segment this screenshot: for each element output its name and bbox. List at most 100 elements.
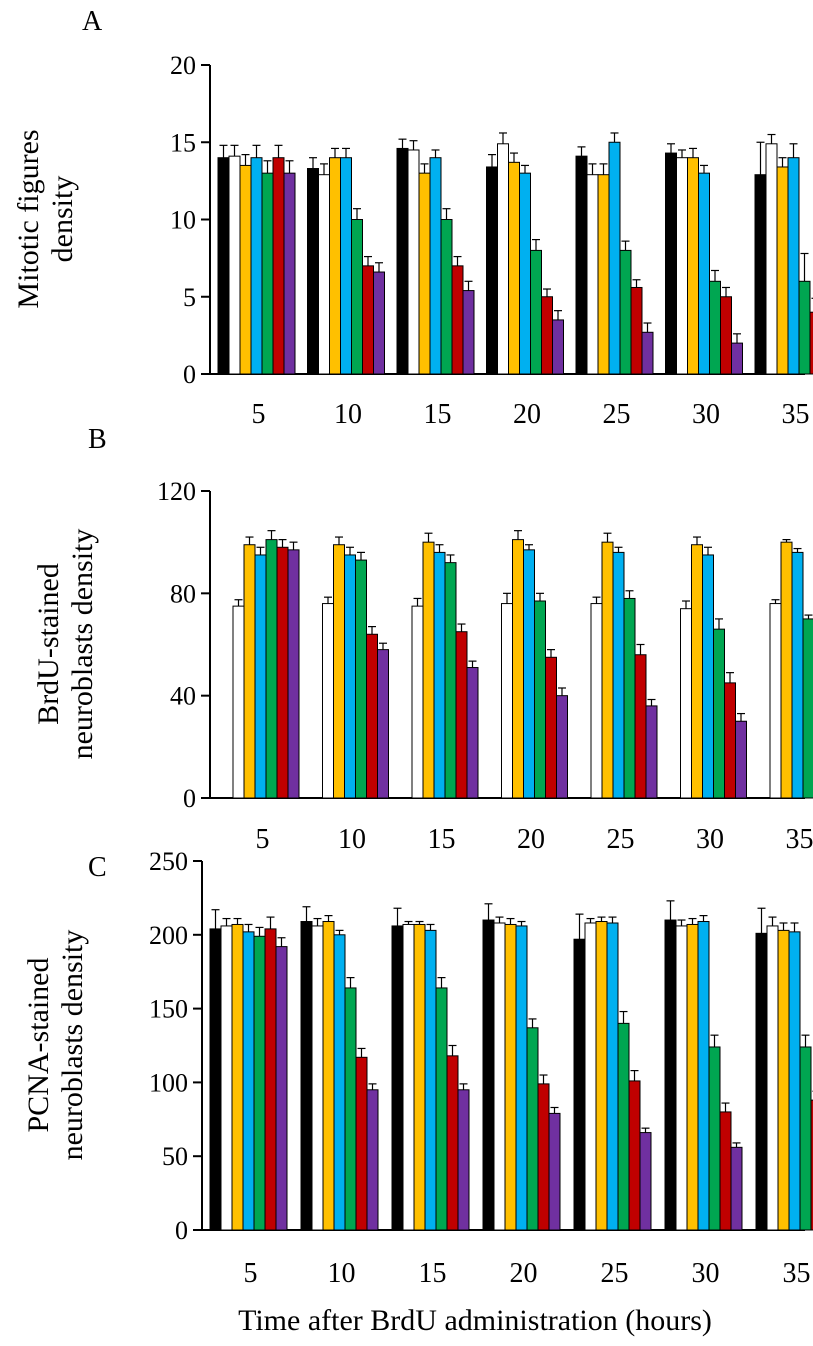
x-tick-label: 15 (428, 824, 456, 855)
bar (422, 541, 435, 799)
bar (617, 1022, 630, 1231)
x-tick-label: 5 (252, 399, 266, 430)
bar (355, 1056, 368, 1231)
x-tick-label: 25 (607, 824, 635, 855)
bar (766, 925, 779, 1231)
bar (606, 922, 619, 1231)
y-axis-title-line: density (46, 176, 79, 263)
bar (373, 271, 385, 375)
bar (612, 551, 625, 799)
bar (523, 549, 535, 799)
bar (664, 919, 677, 1231)
bar (731, 342, 743, 375)
x-tick-label: 10 (328, 1258, 356, 1289)
bar (512, 539, 524, 799)
bar (283, 172, 296, 375)
bar (322, 603, 334, 799)
bar (519, 172, 531, 375)
bar (355, 559, 367, 799)
y-axis-title-line: PCNA-stained (22, 958, 55, 1133)
bar (455, 631, 468, 799)
x-tick-label: 30 (692, 399, 720, 430)
x-tick-label: 10 (338, 824, 366, 855)
panel-label-c: C (88, 852, 107, 883)
bar (623, 597, 636, 799)
bar (645, 705, 658, 799)
bar (300, 921, 313, 1231)
bar (675, 925, 688, 1231)
bar (780, 541, 793, 799)
bar (457, 1089, 470, 1231)
bar (713, 628, 725, 799)
bar (504, 923, 517, 1231)
bar (534, 600, 546, 799)
bar (590, 603, 603, 799)
bar (628, 1080, 641, 1231)
x-tick-label: 35 (783, 1258, 811, 1289)
bar (601, 541, 614, 799)
bar (220, 925, 233, 1231)
y-axis-title-line: BrdU-stained (32, 563, 65, 725)
bar (462, 290, 475, 375)
bar (788, 931, 801, 1231)
bar (411, 605, 424, 799)
x-tick-label: 20 (513, 399, 541, 430)
bar (730, 1146, 743, 1231)
bar (322, 921, 335, 1231)
bar (791, 551, 804, 799)
y-axis-title: BrdU-stainedneuroblasts density (32, 529, 99, 760)
bar (798, 280, 811, 375)
bar (548, 1112, 561, 1231)
bar (333, 934, 346, 1231)
bar (264, 928, 277, 1231)
bar (686, 923, 699, 1231)
bar (537, 1083, 550, 1231)
y-tick-label: 200 (149, 921, 188, 950)
bar (776, 166, 789, 375)
bar (377, 649, 389, 799)
bar (630, 286, 643, 375)
bar (231, 923, 244, 1231)
bar (754, 174, 767, 375)
bar (396, 147, 409, 375)
bar (501, 603, 513, 799)
bar (366, 633, 378, 799)
bar (275, 946, 288, 1231)
x-tick-label: 20 (517, 824, 545, 855)
bar (641, 331, 654, 375)
bar (466, 667, 479, 799)
bar (444, 562, 457, 799)
bar (809, 311, 813, 375)
bar (340, 157, 352, 375)
bar (440, 219, 453, 375)
bar (765, 143, 778, 375)
y-tick-label: 40 (170, 682, 196, 711)
bar (799, 1046, 812, 1231)
bar (402, 923, 415, 1231)
bar (586, 174, 599, 375)
bar (451, 265, 464, 375)
bar (407, 149, 420, 375)
bar (680, 608, 692, 799)
bar (597, 174, 610, 375)
bar (573, 938, 586, 1231)
bar (344, 554, 356, 799)
x-tick-label: 30 (692, 1258, 720, 1289)
x-tick-label: 10 (334, 399, 362, 430)
bar (333, 544, 345, 799)
bar (287, 549, 300, 799)
panel-a: A Mitotic figuresdensity 0 5 10 15 20 5 10 15 20 2… (12, 6, 813, 430)
x-tick-label: 5 (256, 824, 270, 855)
bar (702, 554, 714, 799)
y-tick-label: 15 (170, 128, 196, 157)
bar (769, 603, 782, 799)
y-axis-title-line: neuroblasts density (56, 930, 89, 1161)
bar (802, 618, 813, 799)
bar (253, 935, 266, 1231)
bar (486, 166, 498, 375)
y-axis-title: PCNA-stainedneuroblasts density (22, 930, 89, 1161)
bar (307, 168, 319, 375)
bar (418, 172, 431, 375)
bar (242, 931, 255, 1231)
